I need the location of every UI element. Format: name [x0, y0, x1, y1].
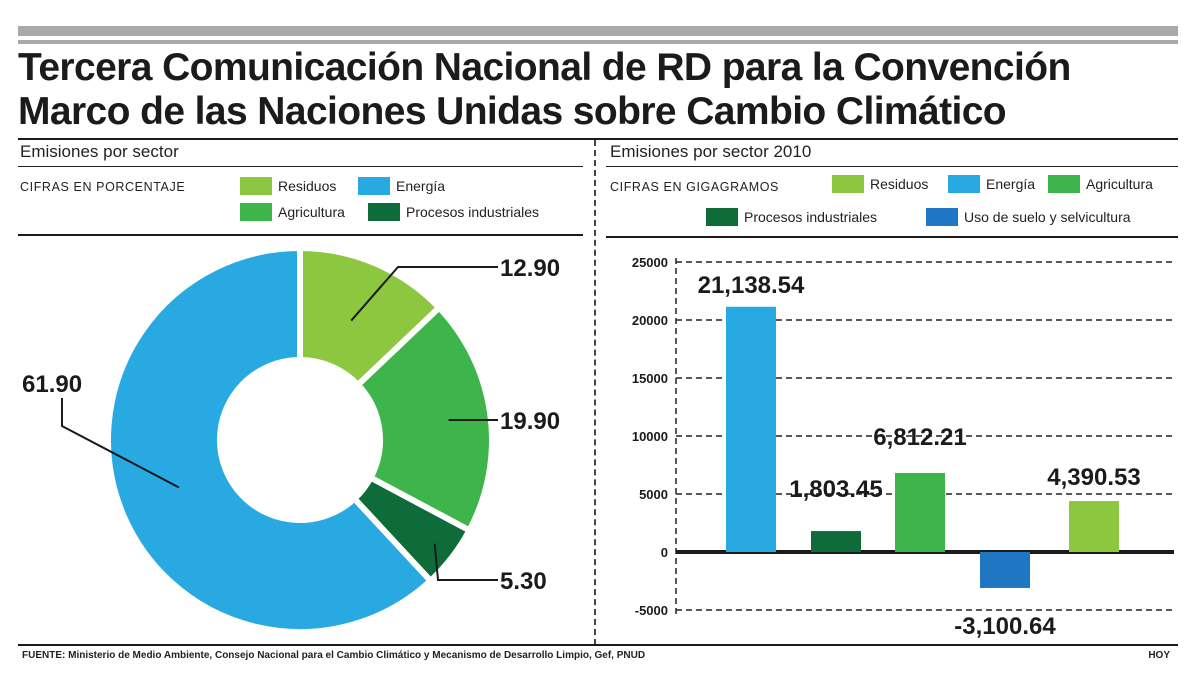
y-tick-label: 0 — [661, 545, 668, 560]
donut-leader-line — [61, 398, 180, 489]
bar-energ-a — [726, 306, 776, 552]
donut-value-label: 61.90 — [22, 371, 82, 398]
right-legend-agricultura: Agricultura — [1048, 175, 1153, 193]
left-legend-energia: Energía — [358, 177, 445, 195]
legend-label: Uso de suelo y selvicultura — [964, 209, 1131, 225]
page-title: Tercera Comunicación Nacional de RD para… — [18, 46, 1071, 133]
legend-swatch — [240, 203, 272, 221]
legend-swatch — [240, 177, 272, 195]
legend-label: Procesos industriales — [744, 209, 878, 225]
footer-rule — [18, 644, 1178, 646]
legend-label: Procesos industriales — [406, 204, 540, 220]
legend-swatch — [832, 175, 864, 193]
right-header-rule — [606, 166, 1178, 167]
right-legend-rule — [606, 236, 1178, 238]
donut-slice-agricultura — [353, 303, 495, 535]
donut-slice-residuos — [297, 244, 444, 390]
legend-label: Residuos — [278, 178, 337, 194]
top-rule — [18, 26, 1178, 36]
left-legend-procesos: Procesos industriales — [368, 203, 539, 221]
bar-value-label: 1,803.45 — [789, 476, 882, 503]
left-legend-residuos: Residuos — [240, 177, 336, 195]
right-legend-residuos: Residuos — [832, 175, 928, 193]
legend-swatch — [926, 208, 958, 226]
left-legend-rule — [18, 234, 583, 236]
y-tick-label: -5000 — [635, 603, 668, 618]
y-tick-label: 10000 — [632, 429, 668, 444]
left-legend-agricultura: Agricultura — [240, 203, 345, 221]
left-header-rule — [18, 166, 583, 167]
source-note: FUENTE: Ministerio de Medio Ambiente, Co… — [22, 650, 646, 661]
bar-value-label: 4,390.53 — [1047, 464, 1140, 491]
y-tick-label: 25000 — [632, 255, 668, 270]
bar-value-label: -3,100.64 — [954, 613, 1056, 640]
legend-label: Agricultura — [278, 204, 345, 220]
right-legend-procesos: Procesos industriales — [706, 208, 877, 226]
panel-divider — [594, 140, 596, 645]
legend-swatch — [948, 175, 980, 193]
left-units: CIFRAS EN PORCENTAJE — [20, 180, 186, 194]
donut-chart: 12.90 19.90 5.30 61.90 — [22, 244, 560, 635]
bar-procesos-industriales — [811, 531, 861, 552]
legend-label: Residuos — [870, 176, 929, 192]
right-units: CIFRAS EN GIGAGRAMOS — [610, 180, 779, 194]
legend-swatch — [1048, 175, 1080, 193]
donut-leader-line — [350, 266, 498, 322]
left-section-title: Emisiones por sector — [20, 142, 179, 161]
bar-chart: 25000 20000 15000 10000 5000 0 -5000 21,138.54 1… — [632, 255, 1174, 640]
donut-leader-line — [433, 543, 498, 581]
legend-swatch — [368, 203, 400, 221]
legend-swatch — [706, 208, 738, 226]
legend-swatch — [358, 177, 390, 195]
y-tick-label: 15000 — [632, 371, 668, 386]
bar-value-label: 21,138.54 — [698, 272, 805, 299]
bar-value-label: 6,812.21 — [873, 424, 966, 451]
bar-residuos — [1069, 501, 1119, 552]
legend-label: Energía — [986, 176, 1036, 192]
legend-label: Agricultura — [1086, 176, 1153, 192]
bar-agricultura — [895, 472, 945, 552]
right-legend-energia: Energía — [948, 175, 1035, 193]
top-rule-thin — [18, 40, 1178, 44]
bar-uso-de-suelo-y-selvicultura — [980, 552, 1030, 588]
title-divider — [18, 138, 1178, 140]
right-legend-uso-suelo: Uso de suelo y selvicultura — [926, 208, 1131, 226]
y-tick-label: 20000 — [632, 313, 668, 328]
donut-value-label: 19.90 — [500, 408, 560, 435]
legend-label: Energía — [396, 178, 446, 194]
donut-value-label: 12.90 — [500, 255, 560, 282]
donut-slice-energ-a — [105, 244, 435, 635]
publisher-credit: HOY — [1148, 650, 1170, 661]
donut-value-label: 5.30 — [500, 568, 547, 595]
right-section-title: Emisiones por sector 2010 — [610, 142, 812, 161]
y-tick-label: 5000 — [639, 487, 668, 502]
